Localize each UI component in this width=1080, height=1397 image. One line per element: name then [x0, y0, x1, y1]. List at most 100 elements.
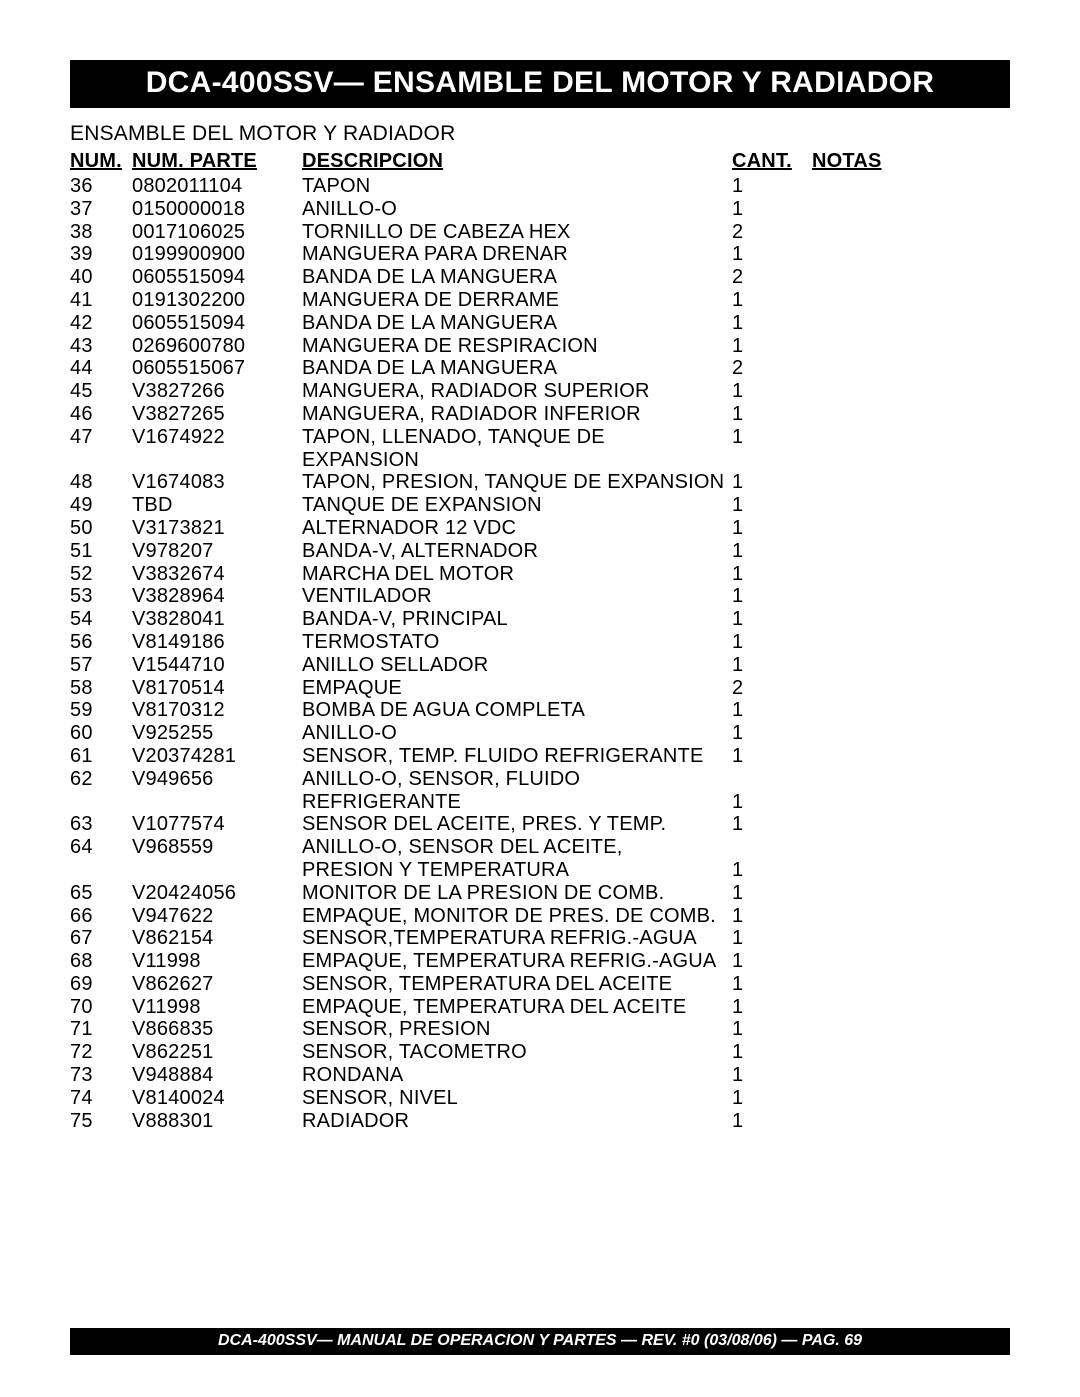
- cell-desc: RONDANA: [302, 1064, 732, 1087]
- cell-num: 73: [70, 1064, 132, 1087]
- cell-desc: ANILLO-O: [302, 198, 732, 221]
- table-row: 52V3832674MARCHA DEL MOTOR1: [70, 563, 1010, 586]
- cell-notas: [812, 426, 1010, 472]
- cell-num: 56: [70, 631, 132, 654]
- cell-notas: [812, 722, 1010, 745]
- table-row: 430269600780MANGUERA DE RESPIRACION1: [70, 335, 1010, 358]
- cell-cant: 2: [732, 677, 812, 700]
- cell-part: 0802011104: [132, 175, 302, 198]
- cell-cant: 1: [732, 471, 812, 494]
- cell-desc: MANGUERA DE DERRAME: [302, 289, 732, 312]
- cell-notas: [812, 654, 1010, 677]
- table-row: PRESION Y TEMPERATURA1: [70, 859, 1010, 882]
- cell-num: 64: [70, 836, 132, 859]
- cell-cant: 1: [732, 791, 812, 814]
- cell-num: 36: [70, 175, 132, 198]
- cell-part: V866835: [132, 1018, 302, 1041]
- cell-cant: 1: [732, 905, 812, 928]
- cell-num: 51: [70, 540, 132, 563]
- cell-desc: EMPAQUE, TEMPERATURA REFRIG.-AGUA: [302, 950, 732, 973]
- cell-notas: [812, 996, 1010, 1019]
- table-header-row: NUM. NUM. PARTE DESCRIPCION CANT. NOTAS: [70, 150, 1010, 175]
- cell-desc: REFRIGERANTE: [302, 791, 732, 814]
- cell-notas: [812, 1041, 1010, 1064]
- cell-part: V3827265: [132, 403, 302, 426]
- cell-notas: [812, 221, 1010, 244]
- cell-num: [70, 791, 132, 814]
- cell-notas: [812, 1110, 1010, 1133]
- cell-cant: 1: [732, 1064, 812, 1087]
- cell-part: 0199900900: [132, 243, 302, 266]
- cell-desc: TAPON, PRESION, TANQUE DE EXPANSION: [302, 471, 732, 494]
- cell-part: 0017106025: [132, 221, 302, 244]
- cell-notas: [812, 494, 1010, 517]
- cell-desc: BANDA-V, ALTERNADOR: [302, 540, 732, 563]
- cell-cant: 1: [732, 403, 812, 426]
- cell-cant: 1: [732, 722, 812, 745]
- cell-part: V978207: [132, 540, 302, 563]
- cell-desc: BANDA DE LA MANGUERA: [302, 312, 732, 335]
- cell-notas: [812, 312, 1010, 335]
- cell-num: 58: [70, 677, 132, 700]
- cell-desc: ALTERNADOR 12 VDC: [302, 517, 732, 540]
- table-row: 370150000018ANILLO-O1: [70, 198, 1010, 221]
- cell-num: 48: [70, 471, 132, 494]
- cell-cant: 1: [732, 380, 812, 403]
- cell-part: V1077574: [132, 813, 302, 836]
- table-row: 63V1077574SENSOR DEL ACEITE, PRES. Y TEM…: [70, 813, 1010, 836]
- cell-num: 65: [70, 882, 132, 905]
- cell-notas: [812, 608, 1010, 631]
- cell-num: 67: [70, 927, 132, 950]
- cell-cant: 1: [732, 631, 812, 654]
- cell-desc: SENSOR, TEMPERATURA DEL ACEITE: [302, 973, 732, 996]
- cell-num: 46: [70, 403, 132, 426]
- cell-part: V3828041: [132, 608, 302, 631]
- cell-desc: MARCHA DEL MOTOR: [302, 563, 732, 586]
- cell-num: 39: [70, 243, 132, 266]
- cell-cant: 1: [732, 973, 812, 996]
- cell-part: V888301: [132, 1110, 302, 1133]
- cell-notas: [812, 1064, 1010, 1087]
- cell-notas: [812, 699, 1010, 722]
- table-row: 46V3827265MANGUERA, RADIADOR INFERIOR1: [70, 403, 1010, 426]
- cell-desc: PRESION Y TEMPERATURA: [302, 859, 732, 882]
- table-row: 74V8140024SENSOR, NIVEL1: [70, 1087, 1010, 1110]
- col-header-cant: CANT.: [732, 150, 812, 175]
- table-row: 49TBDTANQUE DE EXPANSION1: [70, 494, 1010, 517]
- table-row: 66V947622EMPAQUE, MONITOR DE PRES. DE CO…: [70, 905, 1010, 928]
- col-header-notas: NOTAS: [812, 150, 1010, 175]
- cell-cant: 1: [732, 996, 812, 1019]
- cell-notas: [812, 905, 1010, 928]
- cell-desc: ANILLO SELLADOR: [302, 654, 732, 677]
- cell-notas: [812, 243, 1010, 266]
- table-row: 400605515094BANDA DE LA MANGUERA2: [70, 266, 1010, 289]
- cell-cant: 1: [732, 426, 812, 472]
- cell-part: V925255: [132, 722, 302, 745]
- cell-desc: ANILLO-O: [302, 722, 732, 745]
- table-row: 360802011104TAPON1: [70, 175, 1010, 198]
- cell-part: V3828964: [132, 585, 302, 608]
- cell-cant: 1: [732, 289, 812, 312]
- cell-desc: SENSOR, TACOMETRO: [302, 1041, 732, 1064]
- cell-cant: 1: [732, 335, 812, 358]
- cell-num: 49: [70, 494, 132, 517]
- cell-part: V1674083: [132, 471, 302, 494]
- cell-num: 70: [70, 996, 132, 1019]
- cell-notas: [812, 631, 1010, 654]
- cell-num: 50: [70, 517, 132, 540]
- cell-num: 71: [70, 1018, 132, 1041]
- cell-cant: 1: [732, 312, 812, 335]
- cell-desc: MANGUERA, RADIADOR INFERIOR: [302, 403, 732, 426]
- table-row: 45V3827266MANGUERA, RADIADOR SUPERIOR1: [70, 380, 1010, 403]
- cell-cant: 2: [732, 221, 812, 244]
- cell-notas: [812, 950, 1010, 973]
- parts-table-body: 360802011104TAPON1370150000018ANILLO-O13…: [70, 175, 1010, 1132]
- cell-part: V20374281: [132, 745, 302, 768]
- cell-notas: [812, 859, 1010, 882]
- cell-part: V949656: [132, 768, 302, 791]
- table-row: 410191302200MANGUERA DE DERRAME1: [70, 289, 1010, 312]
- cell-desc: MANGUERA PARA DRENAR: [302, 243, 732, 266]
- cell-desc: BANDA-V, PRINCIPAL: [302, 608, 732, 631]
- cell-notas: [812, 813, 1010, 836]
- cell-cant: 1: [732, 859, 812, 882]
